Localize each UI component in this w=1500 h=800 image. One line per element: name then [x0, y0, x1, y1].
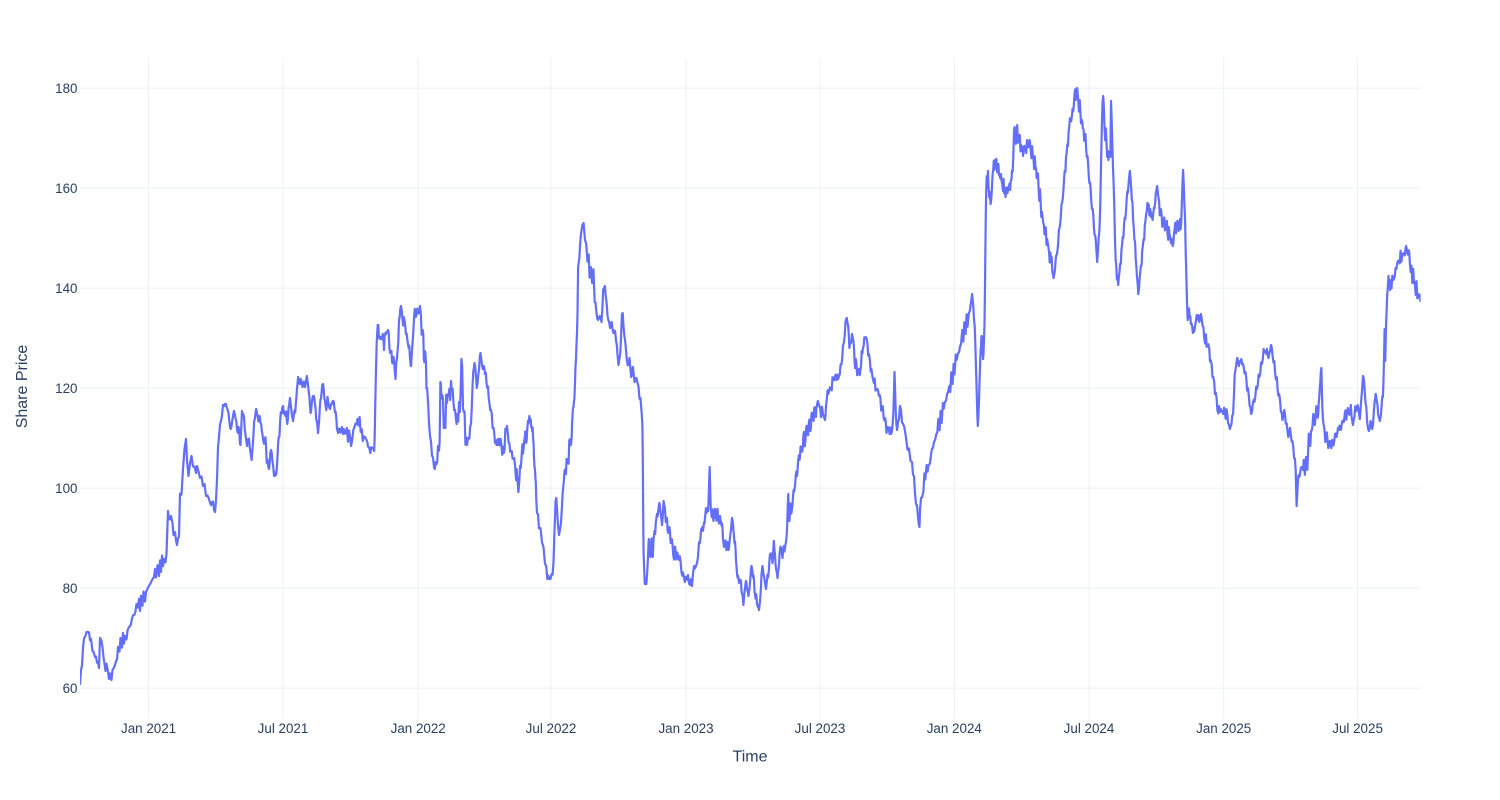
- svg-text:100: 100: [55, 481, 77, 496]
- svg-text:60: 60: [63, 681, 78, 696]
- svg-text:Jan 2024: Jan 2024: [927, 721, 983, 736]
- svg-text:Time: Time: [733, 749, 768, 766]
- svg-text:180: 180: [55, 81, 77, 96]
- svg-text:Jul 2025: Jul 2025: [1332, 721, 1383, 736]
- svg-text:Share Price: Share Price: [14, 345, 31, 429]
- svg-text:Jan 2021: Jan 2021: [121, 721, 176, 736]
- svg-text:Jan 2025: Jan 2025: [1196, 721, 1251, 736]
- svg-text:Jul 2022: Jul 2022: [526, 721, 577, 736]
- svg-text:Jan 2023: Jan 2023: [658, 721, 713, 736]
- svg-text:140: 140: [55, 281, 77, 296]
- svg-text:160: 160: [55, 181, 77, 196]
- svg-text:Jul 2023: Jul 2023: [795, 721, 846, 736]
- svg-text:Jul 2024: Jul 2024: [1064, 721, 1115, 736]
- svg-text:80: 80: [63, 581, 78, 596]
- svg-text:120: 120: [55, 381, 77, 396]
- svg-text:Jan 2022: Jan 2022: [391, 721, 446, 736]
- svg-text:Jul 2021: Jul 2021: [258, 721, 309, 736]
